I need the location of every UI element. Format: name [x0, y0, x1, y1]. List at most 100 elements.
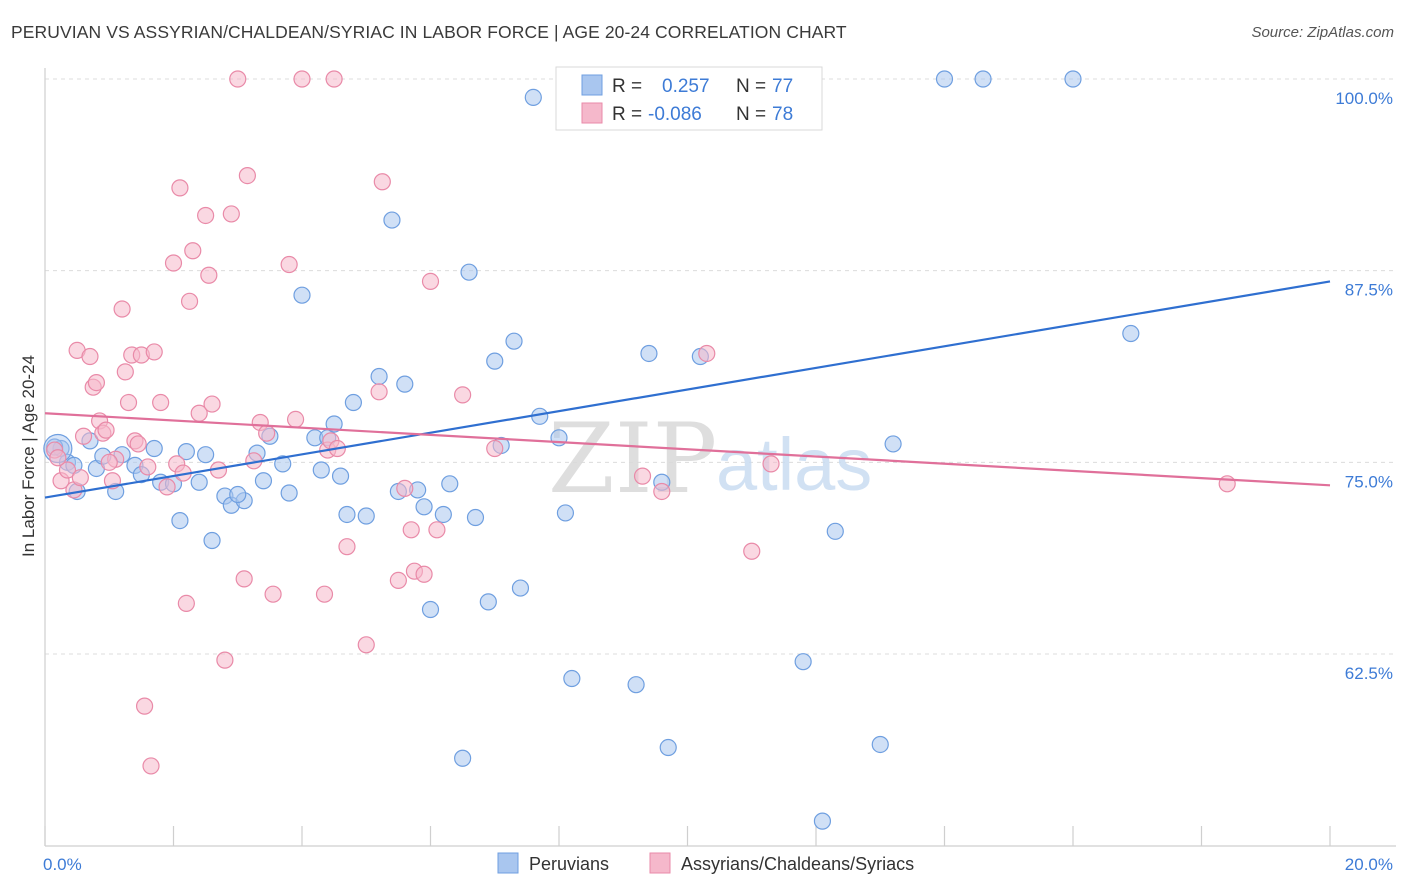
peruvian-point-56 — [563, 669, 581, 688]
assyrian-point-40 — [235, 570, 253, 588]
peruvian-point-51 — [511, 579, 530, 597]
peruvian-point-36 — [383, 211, 401, 229]
peruvian-point-25 — [280, 484, 298, 502]
assyrian-point-55 — [373, 173, 391, 191]
assyrian-point-15 — [116, 363, 134, 381]
y-tick-label-3: 62.5% — [1345, 664, 1393, 683]
peruvian-point-41 — [421, 600, 440, 619]
assyrian-point-46 — [286, 410, 305, 428]
legend-r-value-2: -0.086 — [648, 104, 702, 125]
assyrian-point-26 — [164, 254, 183, 272]
trend-line-peruvians — [44, 280, 1331, 499]
assyrian-point-25 — [158, 478, 176, 496]
assyrian-point-56 — [389, 571, 407, 590]
legend-n-value-1: 77 — [772, 76, 793, 97]
legend-swatch-assyrians — [581, 102, 603, 124]
assyrian-point-57 — [396, 479, 414, 497]
peruvian-point-24 — [274, 455, 292, 473]
peruvian-point-50 — [505, 332, 523, 350]
peruvian-point-15 — [190, 473, 208, 491]
assyrian-point-63 — [454, 386, 472, 404]
peruvian-point-72 — [1064, 70, 1082, 88]
assyrian-point-39 — [229, 70, 247, 88]
assyrian-point-49 — [315, 585, 334, 603]
peruvian-point-46 — [466, 508, 485, 527]
peruvian-point-22 — [254, 472, 273, 490]
peruvian-point-43 — [441, 475, 459, 493]
assyrian-point-48 — [325, 70, 343, 88]
y-axis-title: In Labor Force | Age 20-24 — [19, 355, 38, 557]
assyrian-point-11 — [97, 421, 115, 439]
assyrian-point-52 — [338, 538, 356, 556]
peruvian-point-68 — [871, 735, 889, 754]
peruvian-point-48 — [486, 352, 504, 370]
assyrian-point-44 — [264, 585, 282, 603]
peruvian-point-26 — [293, 286, 311, 304]
assyrian-point-8 — [87, 374, 106, 392]
watermark-zip: ZIP — [548, 403, 717, 515]
assyrian-point-28 — [171, 179, 189, 197]
assyrian-point-37 — [216, 651, 234, 669]
peruvian-point-65 — [794, 653, 812, 671]
y-tick-label-0: 100.0% — [1335, 89, 1393, 108]
assyrian-point-72 — [71, 469, 89, 487]
assyrian-point-47 — [293, 70, 311, 88]
y-tick-label-1: 87.5% — [1345, 281, 1393, 300]
peruvian-point-35 — [370, 367, 388, 386]
peruvian-point-45 — [460, 263, 478, 281]
peruvian-point-44 — [454, 749, 472, 767]
source-label: Source: ZipAtlas.com — [1251, 24, 1394, 41]
peruvian-point-30 — [325, 415, 343, 433]
assyrian-point-6 — [81, 347, 99, 366]
peruvian-point-32 — [338, 505, 356, 524]
assyrian-point-69 — [762, 455, 780, 473]
assyrian-point-31 — [184, 242, 202, 260]
assyrian-point-30 — [180, 292, 199, 310]
peruvian-point-67 — [826, 522, 844, 540]
legend-n-label-1: N = — [736, 76, 766, 97]
y-tick-label-2: 75.0% — [1345, 472, 1393, 491]
assyrian-point-34 — [200, 266, 218, 284]
assyrian-point-35 — [203, 395, 221, 413]
assyrian-point-38 — [222, 205, 240, 223]
peruvian-point-42 — [434, 505, 452, 524]
assyrian-point-54 — [370, 383, 388, 401]
assyrian-point-68 — [743, 542, 761, 560]
peruvian-point-28 — [312, 461, 330, 479]
legend-r-value-1: 0.257 — [662, 76, 710, 97]
peruvian-point-70 — [935, 70, 954, 88]
assyrian-point-66 — [653, 482, 671, 501]
assyrian-point-45 — [280, 255, 298, 274]
assyrian-point-74 — [129, 435, 147, 453]
legend-r-label-2: R = — [612, 104, 642, 125]
series-assyrians-points — [46, 70, 1236, 775]
peruvian-point-38 — [396, 375, 414, 393]
peruvian-point-59 — [627, 676, 645, 694]
peruvian-point-47 — [479, 593, 497, 611]
assyrian-point-20 — [135, 697, 154, 715]
assyrian-point-43 — [258, 424, 276, 442]
peruvian-point-13 — [171, 511, 189, 530]
assyrian-point-2 — [58, 461, 77, 479]
assyrian-point-23 — [145, 343, 163, 361]
peruvian-point-71 — [974, 70, 992, 88]
axes — [44, 68, 1396, 847]
peruvian-point-34 — [357, 507, 375, 525]
assyrian-point-60 — [415, 565, 433, 583]
assyrian-point-21 — [139, 458, 157, 476]
x-tick-label-0: 0.0% — [43, 855, 82, 874]
peruvian-point-60 — [640, 344, 658, 363]
watermark: ZIP atlas — [548, 403, 872, 515]
peruvian-point-10 — [145, 439, 163, 458]
peruvian-point-73 — [1122, 324, 1140, 343]
legend-swatch-peruvians — [581, 74, 603, 96]
bottom-legend-label-assyrians: Assyrians/Chaldeans/Syriacs — [681, 854, 914, 874]
peruvian-point-66 — [813, 812, 832, 830]
legend-n-value-2: 78 — [772, 104, 793, 125]
peruvian-point-69 — [884, 435, 902, 453]
peruvian-point-62 — [659, 738, 677, 757]
peruvian-point-31 — [331, 467, 350, 485]
bottom-legend-label-peruvians: Peruvians — [529, 854, 609, 874]
assyrian-point-67 — [698, 344, 716, 363]
